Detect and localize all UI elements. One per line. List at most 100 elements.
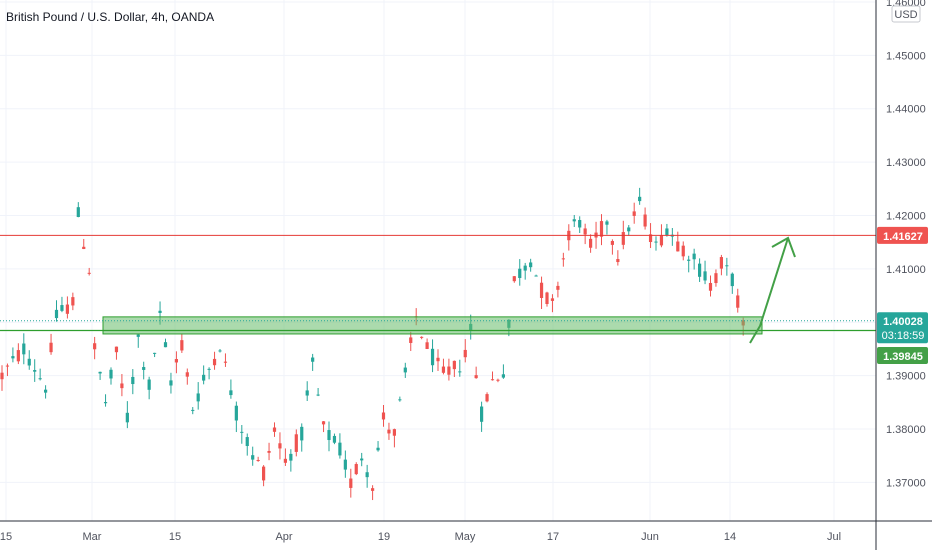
currency-badge <box>891 5 921 23</box>
candle-body <box>703 271 707 281</box>
candle-body <box>136 334 140 337</box>
grid <box>0 0 876 521</box>
candle-body <box>125 412 129 423</box>
candle-body <box>131 376 135 385</box>
candle-body <box>643 214 647 227</box>
candle-body <box>398 399 402 401</box>
candle-body <box>605 221 609 225</box>
x-tick-label: 14 <box>724 531 736 543</box>
resistance-tag-text: 1.41627 <box>883 231 923 243</box>
candle-body <box>33 370 37 372</box>
candle-body <box>714 273 718 284</box>
candle-body <box>430 348 435 366</box>
candle-body <box>272 427 277 432</box>
candle-body <box>376 447 380 451</box>
y-tick-label: 1.39000 <box>886 371 926 383</box>
candle-body <box>54 309 59 319</box>
candle-body <box>93 343 97 350</box>
candle-body <box>659 235 664 246</box>
x-tick-label: 15 <box>0 531 12 543</box>
candle-body <box>71 297 75 306</box>
last-price-tag-text: 03:18:59 <box>882 330 925 342</box>
x-tick-label: Jul <box>827 531 841 543</box>
candle-body <box>289 453 293 461</box>
candle-body <box>316 394 320 396</box>
candle-body <box>142 367 146 370</box>
candle-body <box>632 211 636 216</box>
candle-body <box>0 372 4 380</box>
candle-body <box>103 402 108 404</box>
y-tick-label: 1.38000 <box>886 424 926 436</box>
candle-body <box>218 350 222 352</box>
candle-body <box>621 232 625 245</box>
candle-body <box>589 238 593 248</box>
candle-body <box>420 336 424 338</box>
candle-body <box>648 234 653 243</box>
candle-body <box>616 259 620 263</box>
candle-body <box>169 380 173 386</box>
candle-body <box>512 276 516 282</box>
support-tag-text: 1.39845 <box>883 351 923 363</box>
candle-body <box>687 259 691 261</box>
candle-body <box>251 455 255 460</box>
candle-body <box>38 378 42 380</box>
candle-body <box>191 409 195 411</box>
candle-body <box>294 434 298 452</box>
candle-body <box>202 374 206 381</box>
candle-body <box>627 227 631 232</box>
candle-body <box>496 379 500 381</box>
candle-body <box>16 350 20 362</box>
candle-body <box>338 442 342 456</box>
candle-body <box>452 360 456 370</box>
candle-body <box>463 349 467 358</box>
support-tag-bg <box>877 346 928 364</box>
y-tick-label: 1.41000 <box>886 264 926 276</box>
candle-body <box>120 383 124 389</box>
candle-body <box>196 393 200 402</box>
candle-body <box>158 310 162 313</box>
candle-body <box>174 359 178 363</box>
candle-body <box>599 221 604 237</box>
candle-body <box>300 426 304 441</box>
currency-label: USD <box>894 9 917 21</box>
candle-body <box>65 304 69 314</box>
candle-body <box>44 389 48 393</box>
candle-body <box>681 245 685 257</box>
candle-body <box>583 228 587 235</box>
candle-body <box>332 435 337 443</box>
candle-body <box>311 357 315 362</box>
candle-body <box>480 406 484 422</box>
candle-body <box>550 298 555 301</box>
candle-body <box>381 412 386 420</box>
candle-body <box>229 390 233 396</box>
candle-body <box>458 371 462 373</box>
candle-body <box>49 342 53 353</box>
x-tick-label: Jun <box>641 531 659 543</box>
candle-body <box>425 342 429 349</box>
candle-body <box>371 488 375 491</box>
candle-body <box>76 207 80 218</box>
candle-body <box>572 219 576 222</box>
candle-body <box>147 379 151 390</box>
candle-body <box>11 356 15 359</box>
candle-body <box>360 458 364 461</box>
candle-body <box>556 285 560 290</box>
candle-body <box>305 390 309 396</box>
candle-body <box>436 357 440 362</box>
candle-body <box>490 379 495 381</box>
candle-body <box>534 275 538 277</box>
candle-body <box>698 263 702 277</box>
candle-body <box>692 253 696 260</box>
candle-body <box>447 366 451 375</box>
x-tick-label: Mar <box>83 531 102 543</box>
arrow-head <box>771 236 796 258</box>
candle-body <box>545 292 549 305</box>
candle-body <box>730 273 734 287</box>
candle-body <box>474 375 478 379</box>
candle-body <box>676 241 680 252</box>
candle-body <box>207 368 211 370</box>
candle-body <box>321 421 326 425</box>
candle-body <box>283 458 287 463</box>
chart-title: British Pound / U.S. Dollar, 4h, OANDA <box>6 10 214 24</box>
